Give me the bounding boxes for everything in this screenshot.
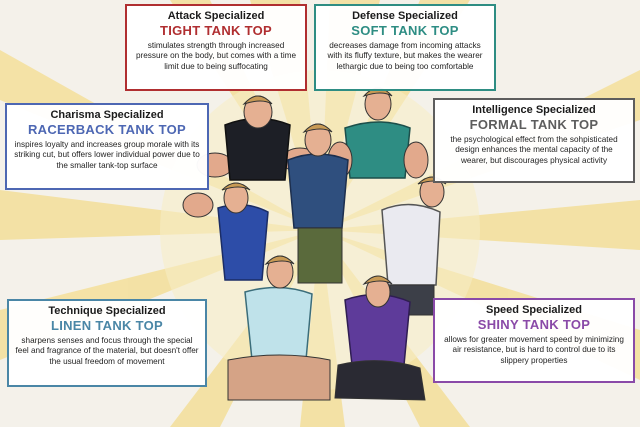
technique-title: LINEN TANK TOP — [50, 318, 164, 333]
charisma-heading: Charisma Specialized — [50, 109, 164, 121]
attack-description: stimulates strength through increased pr… — [135, 41, 297, 71]
intelligence-description: the psychological effect from the sohpis… — [450, 135, 618, 165]
speed-specialized-box: Speed Specialized SHINY TANK TOP allows … — [433, 298, 635, 383]
speed-heading: Speed Specialized — [486, 304, 582, 316]
speed-description: allows for greater movement speed by min… — [444, 335, 624, 365]
technique-hero-figure — [227, 255, 331, 401]
defense-specialized-box: Defense Specialized SOFT TANK TOP decrea… — [314, 4, 496, 91]
attack-title: TIGHT TANK TOP — [159, 23, 273, 38]
technique-heading: Technique Specialized — [48, 305, 166, 317]
intelligence-title: FORMAL TANK TOP — [469, 117, 599, 132]
charisma-specialized-box: Charisma Specialized RACERBACK TANK TOP … — [5, 103, 209, 190]
intelligence-heading: Intelligence Specialized — [472, 104, 596, 116]
attack-heading: Attack Specialized — [167, 10, 265, 22]
defense-title: SOFT TANK TOP — [351, 23, 459, 38]
technique-specialized-box: Technique Specialized LINEN TANK TOP sha… — [7, 299, 207, 387]
attack-specialized-box: Attack Specialized TIGHT TANK TOP stimul… — [125, 4, 307, 91]
intelligence-specialized-box: Intelligence Specialized FORMAL TANK TOP… — [433, 98, 635, 183]
charisma-title: RACERBACK TANK TOP — [27, 122, 187, 137]
speed-title: SHINY TANK TOP — [477, 317, 591, 332]
technique-description: sharpens senses and focus through the sp… — [15, 336, 199, 366]
speed-hero-figure — [334, 275, 426, 401]
intelligence-hero-figure — [381, 176, 447, 316]
defense-heading: Defense Specialized — [352, 10, 458, 22]
defense-description: decreases damage from incoming attacks w… — [327, 41, 483, 71]
center-hero-figure — [287, 123, 349, 284]
charisma-hero-figure — [182, 182, 269, 281]
charisma-description: inspires loyalty and increases group mor… — [14, 140, 200, 170]
